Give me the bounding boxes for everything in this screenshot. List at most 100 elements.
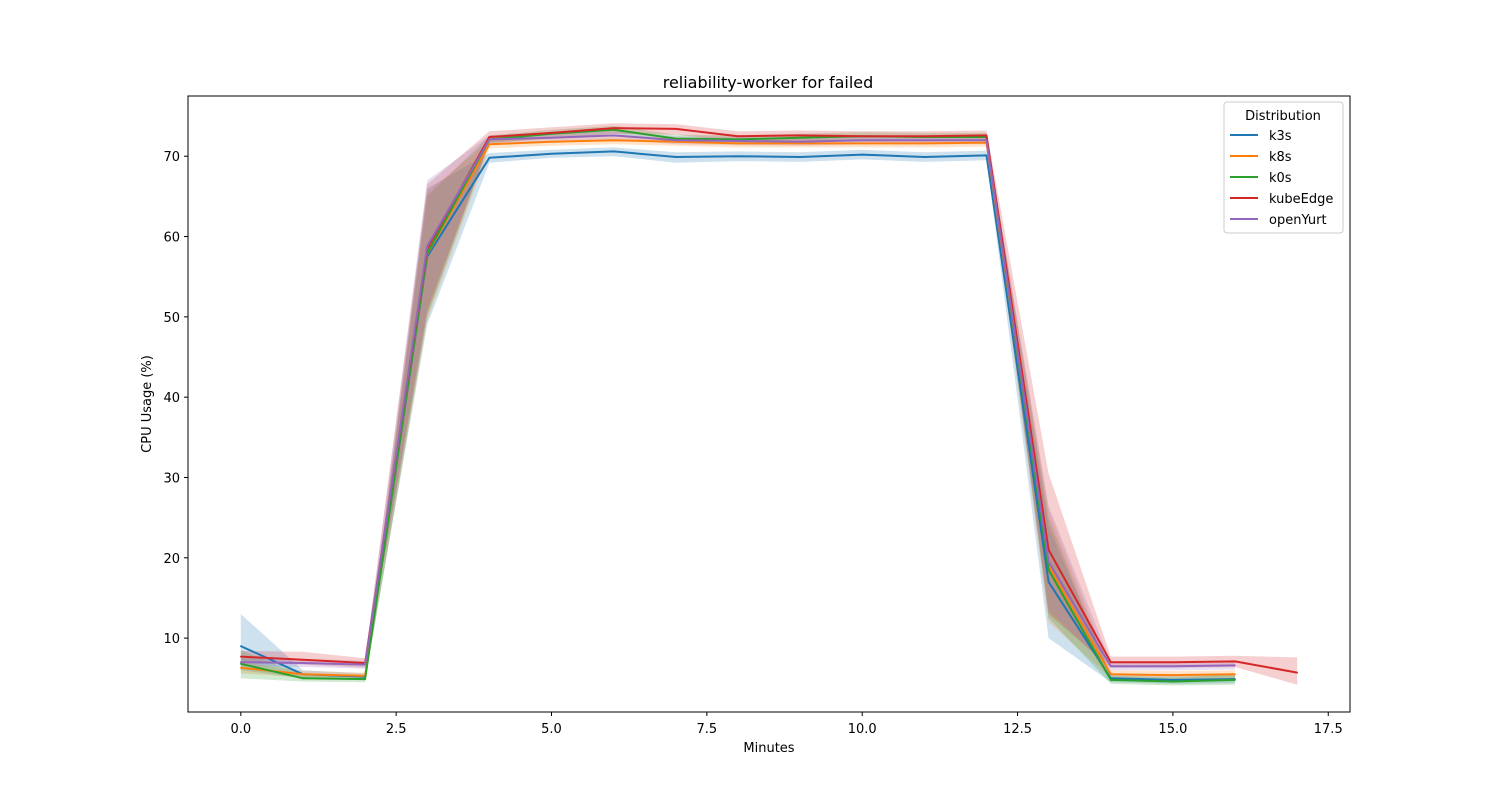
y-tick-label: 60	[163, 231, 180, 246]
data-point	[799, 141, 801, 143]
data-point	[1110, 673, 1112, 676]
data-point	[240, 667, 242, 669]
data-point	[302, 662, 304, 664]
data-point	[737, 138, 739, 141]
data-point	[240, 655, 242, 658]
legend-label: kubeEdge	[1269, 192, 1333, 207]
data-point	[861, 142, 863, 145]
y-tick-label: 20	[163, 552, 180, 567]
y-axis-ticks: 10 20 30 40 50 60 70	[163, 150, 188, 647]
data-point	[737, 142, 739, 145]
legend-items: k3s k8s k0s kubeEdge openYurt	[1230, 129, 1333, 228]
data-point	[675, 141, 677, 143]
data-point	[1172, 680, 1174, 683]
data-point	[426, 245, 429, 247]
data-point	[1110, 679, 1112, 681]
data-point	[923, 156, 926, 158]
data-point	[1234, 664, 1236, 667]
legend-label: k8s	[1269, 150, 1292, 165]
data-point	[675, 137, 677, 140]
data-point	[612, 150, 615, 153]
data-point	[1172, 665, 1174, 667]
data-point	[240, 661, 242, 663]
data-point	[861, 139, 863, 141]
x-axis-label: Minutes	[743, 741, 794, 756]
data-point	[240, 663, 242, 665]
legend: Distribution k3s k8s k0s kubeEdge openYurt	[1223, 101, 1344, 234]
legend-label: k0s	[1269, 171, 1292, 186]
data-point	[923, 139, 926, 141]
data-point	[799, 137, 801, 139]
data-point	[861, 135, 863, 137]
y-axis-label: CPU Usage (%)	[140, 355, 155, 453]
data-point	[861, 153, 863, 156]
legend-title: Distribution	[1245, 109, 1321, 124]
data-point	[1234, 679, 1236, 681]
data-point	[1047, 581, 1050, 583]
chart-title: reliability-worker for failed	[663, 73, 874, 92]
data-point	[985, 134, 988, 137]
y-tick-label: 70	[163, 150, 180, 165]
data-point	[550, 141, 553, 143]
data-point	[488, 143, 491, 145]
data-point	[923, 135, 926, 137]
data-point	[737, 135, 739, 137]
data-point	[1234, 660, 1236, 663]
data-point	[488, 136, 491, 138]
series-lines	[240, 127, 1298, 683]
y-tick-label: 40	[163, 391, 180, 406]
data-point	[1047, 569, 1050, 571]
x-tick-label: 10.0	[848, 722, 877, 737]
data-point	[612, 134, 615, 137]
data-point	[1047, 561, 1050, 563]
data-point	[302, 673, 304, 676]
data-point	[923, 142, 926, 145]
data-point	[737, 155, 739, 157]
data-point	[1047, 549, 1050, 551]
data-point	[799, 134, 801, 137]
legend-label: openYurt	[1269, 213, 1327, 228]
data-point	[612, 128, 615, 131]
data-point	[985, 154, 988, 157]
data-point	[302, 677, 304, 680]
x-tick-label: 7.5	[697, 722, 718, 737]
data-point	[1110, 665, 1112, 667]
data-point	[799, 156, 801, 158]
data-point	[1172, 679, 1174, 681]
x-tick-label: 2.5	[386, 722, 407, 737]
data-point	[488, 138, 491, 141]
data-point	[1172, 674, 1174, 676]
x-tick-label: 17.5	[1314, 722, 1343, 737]
x-tick-label: 15.0	[1158, 722, 1187, 737]
data-point	[240, 645, 242, 647]
y-tick-label: 50	[163, 311, 180, 326]
data-point	[550, 153, 553, 155]
x-tick-label: 5.0	[541, 722, 562, 737]
data-point	[737, 140, 739, 142]
data-point	[799, 142, 801, 145]
data-point	[488, 157, 491, 159]
data-point	[1234, 673, 1236, 676]
data-point	[364, 663, 366, 666]
data-point	[1172, 661, 1174, 663]
data-point	[675, 156, 677, 158]
data-point	[302, 659, 304, 661]
data-point	[675, 128, 677, 130]
data-point	[1296, 671, 1298, 674]
data-point	[985, 139, 988, 141]
data-point	[550, 137, 553, 139]
legend-label: k3s	[1269, 129, 1292, 144]
data-point	[612, 127, 615, 129]
data-point	[364, 678, 366, 680]
data-point	[612, 139, 615, 141]
y-tick-label: 30	[163, 471, 180, 486]
plot-frame	[187, 95, 1351, 713]
data-point	[675, 139, 677, 141]
data-point	[1110, 661, 1112, 663]
y-tick-label: 10	[163, 632, 180, 647]
x-axis-ticks: 0.0 2.5 5.0 7.5 10.0 12.5 15.0 17.5	[230, 712, 1343, 737]
x-tick-label: 12.5	[1003, 722, 1032, 737]
x-tick-label: 0.0	[230, 722, 251, 737]
data-point	[550, 132, 553, 134]
